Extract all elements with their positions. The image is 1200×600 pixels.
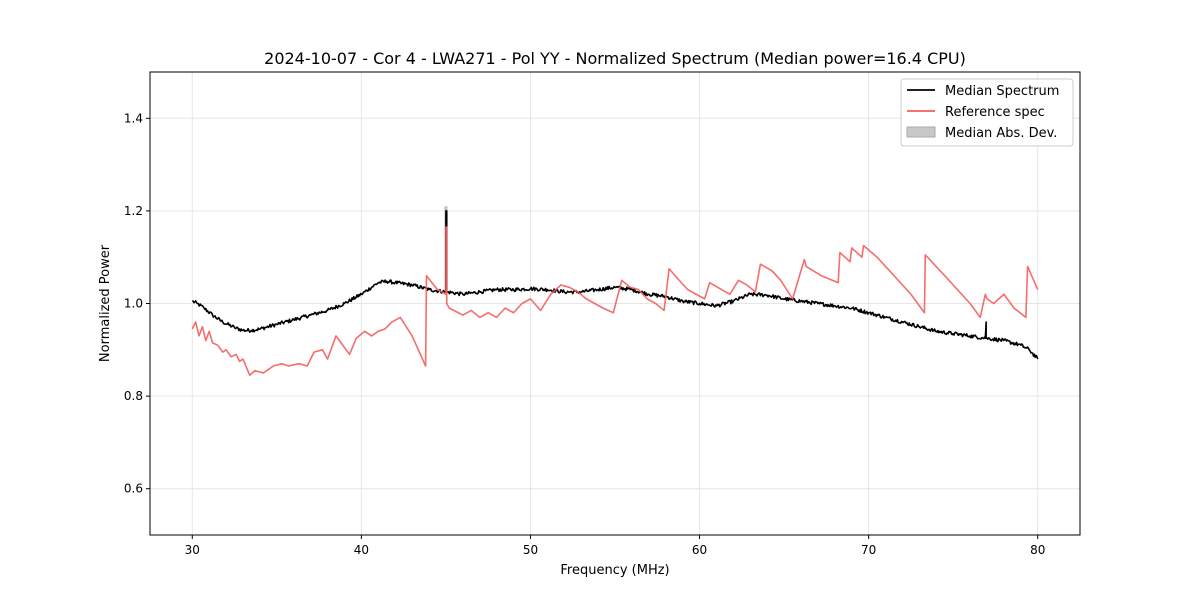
x-tick-label: 50 xyxy=(523,543,538,557)
y-tick-label: 1.2 xyxy=(124,204,143,218)
y-tick-label: 0.8 xyxy=(124,389,143,403)
y-tick-label: 1.0 xyxy=(124,297,143,311)
y-tick-label: 0.6 xyxy=(124,482,143,496)
x-ticks: 30 40 50 60 70 80 xyxy=(185,535,1045,557)
legend-swatch-mad xyxy=(906,126,936,138)
legend-box xyxy=(900,78,1074,147)
y-ticks: 0.6 0.8 1.0 1.2 1.4 xyxy=(124,111,150,496)
legend-label-reference: Reference spec xyxy=(945,105,1045,120)
legend-label-median: Median Spectrum xyxy=(945,84,1059,99)
series-line-median-spectrum xyxy=(192,210,1039,360)
x-axis-label: Frequency (MHz) xyxy=(560,563,669,578)
legend: Median Spectrum Reference spec Median Ab… xyxy=(900,78,1074,147)
series-layer xyxy=(191,210,1039,377)
x-tick-label: 40 xyxy=(354,543,369,557)
y-tick-label: 1.4 xyxy=(124,111,143,125)
chart-title: 2024-10-07 - Cor 4 - LWA271 - Pol YY - N… xyxy=(264,49,966,68)
y-axis-label: Normalized Power xyxy=(98,244,113,362)
x-tick-label: 70 xyxy=(861,543,876,557)
x-tick-label: 60 xyxy=(692,543,707,557)
x-tick-label: 30 xyxy=(185,543,200,557)
x-tick-label: 80 xyxy=(1030,543,1045,557)
series-line-reference-spec xyxy=(191,226,1039,377)
legend-label-mad: Median Abs. Dev. xyxy=(945,126,1057,141)
